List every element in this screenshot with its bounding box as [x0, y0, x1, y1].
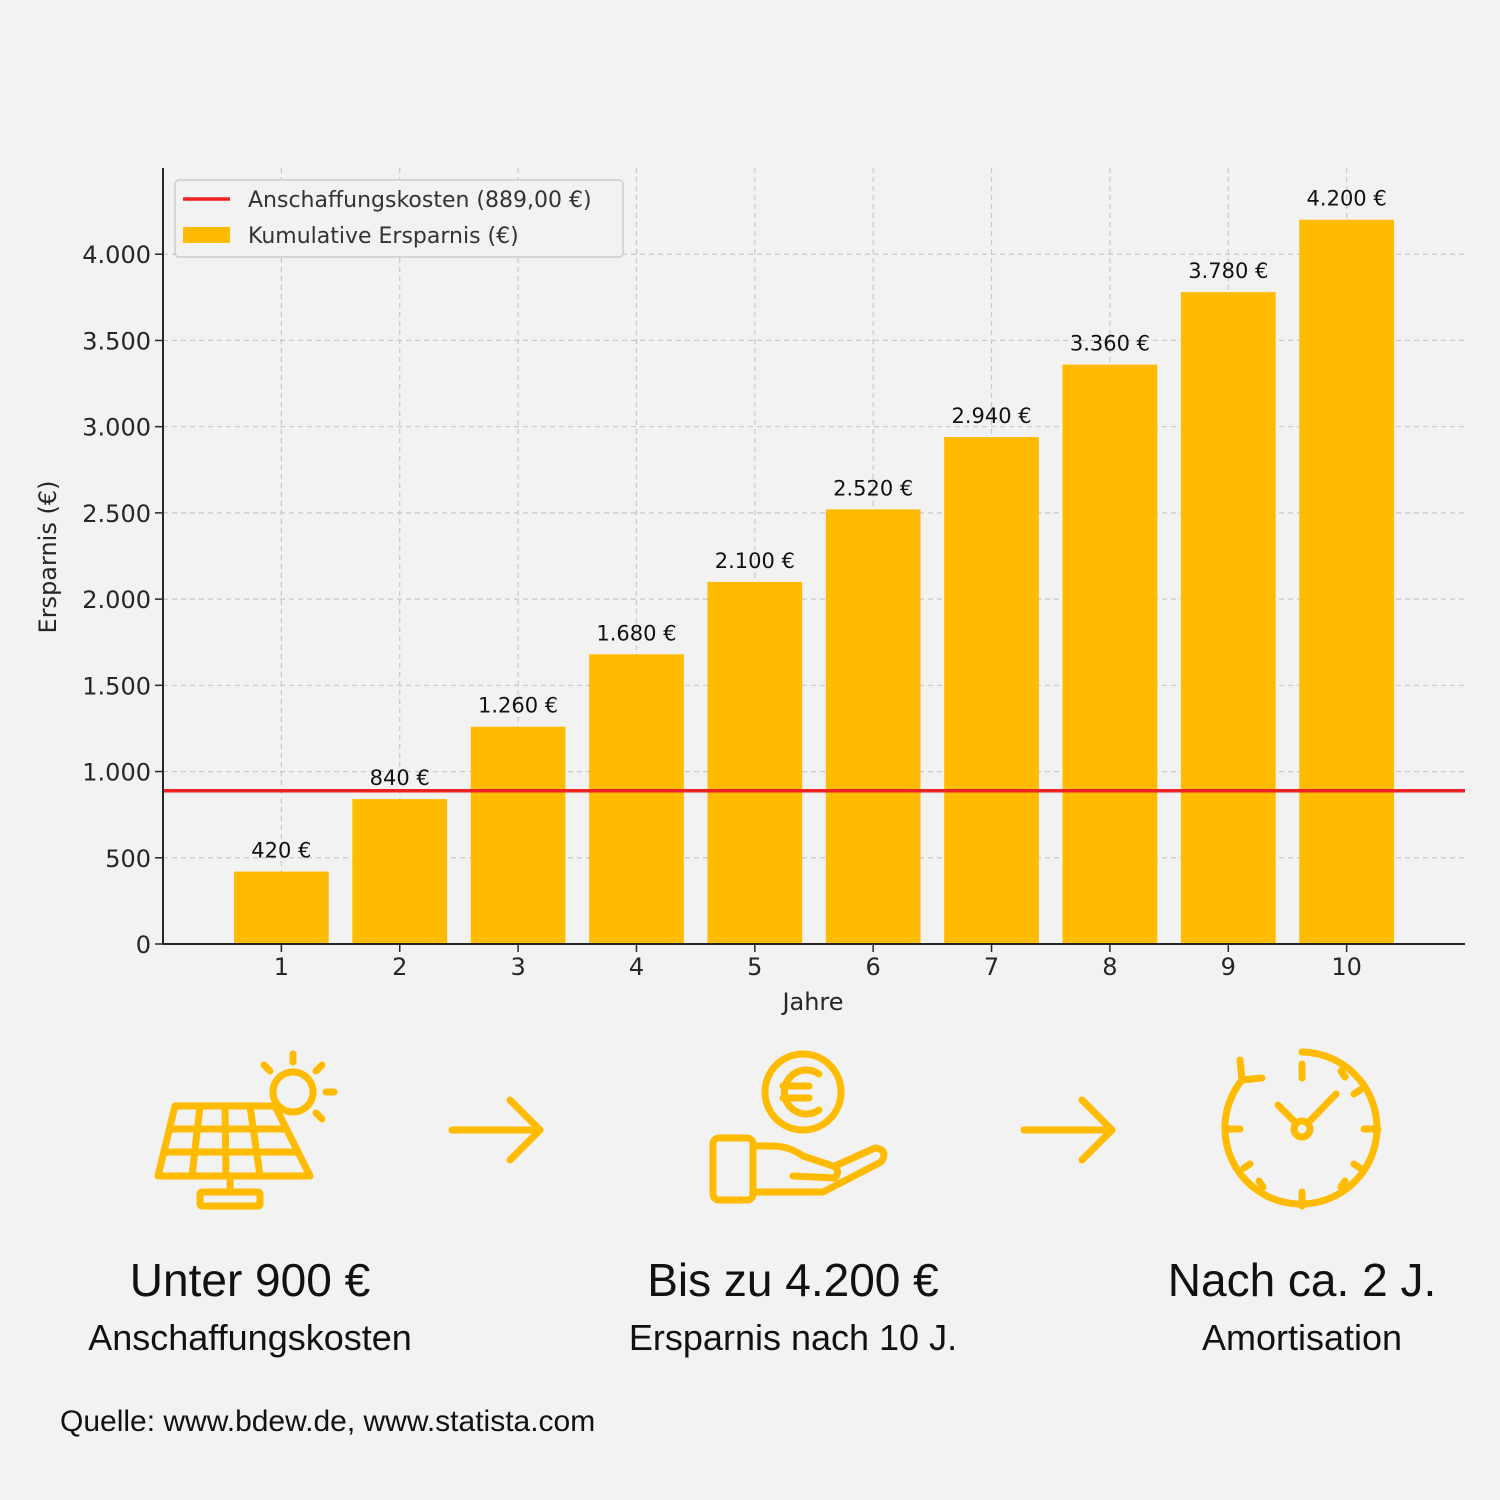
x-tick-label: 9 [1221, 953, 1236, 981]
y-tick-label: 3.500 [82, 327, 151, 355]
x-tick-label: 6 [866, 953, 881, 981]
bar [470, 726, 566, 944]
bar-value-labels: 420 € 840 € 1.260 € 1.680 € 2.100 € 2.520 € 2.… [251, 187, 1386, 863]
bar [1299, 219, 1394, 944]
solar-panel-icon [154, 1050, 338, 1210]
info-amortisation: Nach ca. 2 J. Amortisation [1052, 1040, 1500, 1360]
clock-icon [1221, 1048, 1382, 1210]
y-tick-label: 3.000 [82, 414, 151, 442]
bar-value-label: 1.260 € [478, 694, 558, 718]
bar [589, 654, 684, 944]
bar [1062, 364, 1158, 944]
bar-value-label: 3.360 € [1070, 332, 1150, 356]
y-tick-label: 500 [105, 845, 151, 873]
acquisition-cost-sub: Anschaffungskosten [88, 1317, 412, 1358]
y-tick-label: 0 [136, 931, 151, 959]
hand-euro-coin-icon [709, 1050, 888, 1204]
y-tick-label: 1.500 [82, 672, 151, 700]
y-tick-label: 4.000 [82, 241, 151, 269]
savings-sub: Ersparnis nach 10 J. [628, 1317, 958, 1358]
y-tick-labels: 0 500 1.000 1.500 2.000 2.500 3.000 3.500 4.000 [82, 241, 163, 959]
acquisition-cost-headline: Unter 900 € [129, 1254, 371, 1306]
x-tick-label: 8 [1102, 953, 1117, 981]
bar [234, 871, 329, 944]
info-savings: Bis zu 4.200 € Ersparnis nach 10 J. [543, 1040, 1043, 1360]
amortisation-headline: Nach ca. 2 J. [1167, 1254, 1437, 1306]
savings-chart: 420 € 840 € 1.260 € 1.680 € 2.100 € 2.520 € 2.… [34, 168, 1465, 1016]
bar-value-label: 2.100 € [715, 549, 795, 573]
arrow-right-icon [448, 1096, 544, 1164]
legend-bar-label: Kumulative Ersparnis (€) [248, 224, 519, 249]
legend: Anschaffungskosten (889,00 €) Kumulative… [174, 179, 624, 258]
bars [234, 219, 1394, 944]
arrow-right-icon [1020, 1096, 1116, 1164]
amortisation-sub: Amortisation [1201, 1317, 1403, 1358]
source-note: Quelle: www.bdew.de, www.statista.com [60, 1405, 596, 1438]
bar-value-label: 840 € [370, 766, 430, 790]
bar [944, 437, 1039, 944]
x-tick-label: 5 [747, 953, 762, 981]
bar [352, 799, 448, 944]
info-acquisition-cost: Unter 900 € Anschaffungskosten [0, 1040, 500, 1360]
y-tick-label: 2.000 [82, 586, 151, 614]
x-tick-label: 10 [1331, 953, 1362, 981]
bar-value-label: 2.520 € [833, 476, 913, 500]
bar [707, 581, 803, 944]
savings-headline: Bis zu 4.200 € [647, 1254, 939, 1306]
legend-line-label: Anschaffungskosten (889,00 €) [248, 188, 592, 213]
axes [162, 168, 1465, 945]
bar-value-label: 3.780 € [1188, 259, 1268, 283]
bar-value-label: 420 € [251, 839, 311, 863]
bar [1180, 292, 1276, 944]
bar-value-label: 1.680 € [596, 621, 676, 645]
x-tick-labels: 1 2 3 4 5 6 7 8 9 10 [274, 944, 1362, 981]
x-tick-label: 7 [984, 953, 999, 981]
bar [825, 509, 921, 944]
bar-value-label: 4.200 € [1307, 187, 1387, 211]
x-tick-label: 3 [510, 953, 525, 981]
x-axis-title: Jahre [780, 988, 843, 1016]
legend-bar-swatch [183, 227, 230, 243]
bar-value-label: 2.940 € [951, 404, 1031, 428]
x-tick-label: 1 [274, 953, 289, 981]
y-tick-label: 2.500 [82, 500, 151, 528]
legend-box [174, 179, 624, 258]
y-axis-title: Ersparnis (€) [34, 481, 62, 634]
y-tick-label: 1.000 [82, 759, 151, 787]
x-tick-label: 2 [392, 953, 407, 981]
x-tick-label: 4 [629, 953, 644, 981]
